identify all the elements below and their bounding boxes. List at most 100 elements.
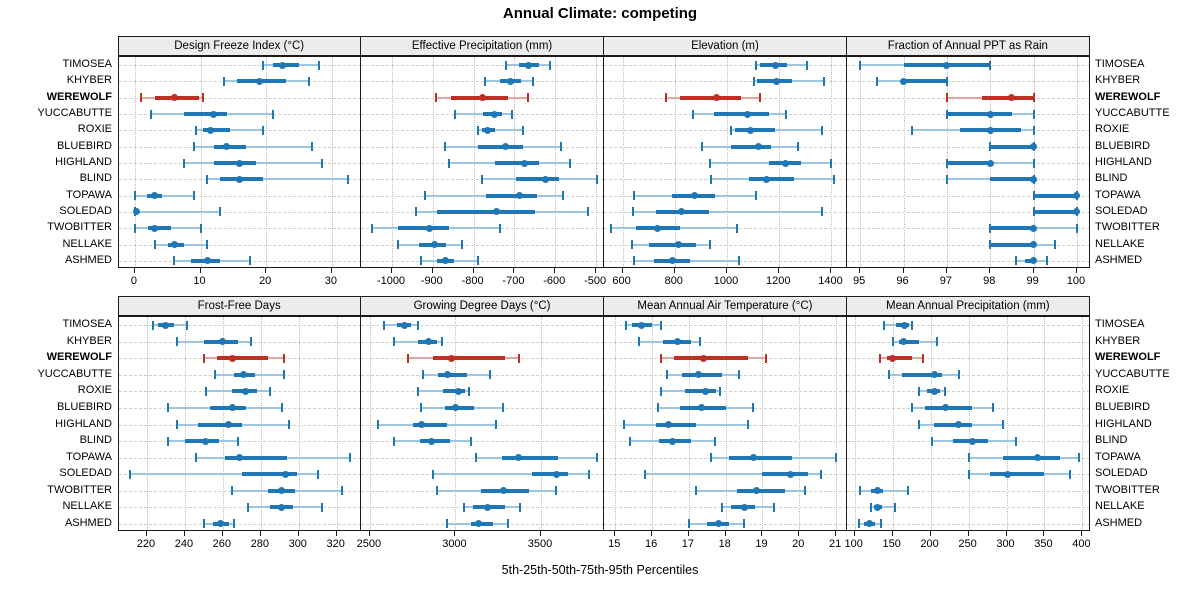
horizontal-gridline	[604, 341, 846, 343]
vertical-gridline	[1082, 317, 1084, 530]
whisker-cap-low	[1015, 256, 1018, 266]
median-dot	[700, 354, 708, 362]
whisker-cap-low	[476, 125, 479, 135]
whisker-cap-low	[701, 142, 704, 152]
interquartile-bar	[224, 455, 288, 460]
median-dot	[151, 192, 159, 200]
axis-tick	[554, 268, 556, 273]
vertical-gridline	[622, 57, 624, 267]
panel-4	[846, 56, 1090, 268]
whisker-cap-high	[511, 109, 514, 119]
whisker-cap-high	[713, 436, 716, 446]
site-label-left: BLUEBIRD	[56, 139, 112, 152]
percentile-whisker	[860, 489, 908, 492]
interquartile-bar	[213, 144, 247, 149]
median-dot	[900, 77, 907, 85]
site-label-left: WEREWOLF	[46, 90, 112, 103]
horizontal-gridline	[118, 244, 360, 246]
whisker-cap-low	[128, 469, 131, 479]
axis-tick-label: 280	[250, 538, 269, 550]
whisker-cap-low	[911, 403, 914, 413]
whisker-cap-low	[445, 519, 448, 529]
site-label-left: TWOBITTER	[47, 483, 112, 496]
interquartile-bar	[501, 455, 559, 460]
whisker-cap-high	[1054, 240, 1057, 250]
site-label-left: HIGHLAND	[55, 417, 112, 430]
site-label-right: SOLEDAD	[1095, 204, 1148, 217]
site-label-right: ROXIE	[1095, 123, 1130, 136]
axis-tick	[798, 531, 800, 536]
panel-strip: Mean Annual Precipitation (mm)	[846, 296, 1090, 316]
whisker-cap-low	[153, 240, 156, 250]
axis-tick	[724, 531, 726, 536]
whisker-cap-low	[416, 386, 419, 396]
axis-tick-label: 96	[896, 275, 909, 287]
axis-tick	[330, 268, 332, 273]
whisker-cap-low	[151, 320, 154, 330]
interquartile-bar	[443, 389, 465, 394]
percentile-whisker	[644, 473, 822, 476]
median-dot	[256, 77, 264, 85]
interquartile-bar	[398, 226, 450, 231]
site-label-left: ROXIE	[77, 384, 112, 397]
median-dot	[900, 321, 908, 329]
vertical-gridline	[432, 57, 434, 267]
whisker-cap-low	[204, 386, 207, 396]
interquartile-bar	[209, 405, 246, 410]
vertical-gridline	[1076, 57, 1078, 267]
axis-tick-label: 300	[288, 538, 307, 550]
axis-tick-label: -600	[543, 275, 566, 287]
site-label-left: WEREWOLF	[46, 351, 112, 364]
panel-strip: Effective Precipitation (mm)	[360, 36, 604, 56]
whisker-cap-low	[709, 158, 712, 168]
whisker-cap-high	[531, 76, 534, 86]
site-label-right: HIGHLAND	[1095, 156, 1152, 168]
median-dot	[400, 321, 408, 329]
whisker-cap-low	[623, 420, 626, 429]
interquartile-bar	[925, 405, 973, 410]
whisker-cap-low	[695, 486, 698, 496]
whisker-cap-low	[630, 240, 633, 250]
whisker-cap-low	[882, 320, 885, 330]
axis-tick	[335, 531, 337, 536]
whisker-cap-high	[758, 93, 761, 103]
median-dot	[762, 175, 770, 183]
interquartile-bar	[477, 144, 523, 149]
interquartile-bar	[1024, 258, 1034, 263]
axis-tick-label: -1000	[376, 275, 406, 287]
median-dot	[228, 354, 236, 362]
axis-tick-label: 99	[1026, 275, 1039, 287]
interquartile-bar	[1033, 193, 1077, 198]
site-label-right: TWOBITTER	[1095, 483, 1160, 496]
site-label-right: WEREWOLF	[1095, 351, 1161, 364]
percentile-whisker	[870, 506, 895, 509]
whisker-cap-high	[935, 337, 938, 347]
median-dot	[552, 470, 560, 478]
interquartile-bar	[438, 372, 468, 377]
whisker-cap-high	[280, 403, 283, 413]
median-dot	[484, 126, 492, 134]
interquartile-bar	[990, 177, 1034, 182]
axis-tick-label: 1200	[765, 275, 791, 287]
axis-tick	[265, 268, 267, 273]
median-dot	[1003, 470, 1011, 478]
whisker-cap-high	[1032, 158, 1035, 168]
whisker-cap-high	[282, 370, 285, 380]
vertical-gridline	[369, 317, 371, 530]
whisker-cap-low	[192, 142, 195, 152]
whisker-cap-low	[857, 519, 860, 529]
median-dot	[675, 241, 683, 249]
median-dot	[786, 470, 794, 478]
site-label-left: ASHMED	[64, 516, 112, 529]
site-label-left: TWOBITTER	[47, 221, 112, 234]
percentile-whisker	[730, 129, 823, 132]
vertical-gridline	[336, 317, 338, 530]
panel-2	[360, 56, 604, 268]
axis-tick	[1081, 531, 1083, 536]
horizontal-gridline	[118, 325, 360, 327]
median-dot	[674, 338, 682, 346]
axis-tick-label: 300	[996, 538, 1015, 550]
median-dot	[447, 354, 455, 362]
median-dot	[744, 110, 752, 118]
